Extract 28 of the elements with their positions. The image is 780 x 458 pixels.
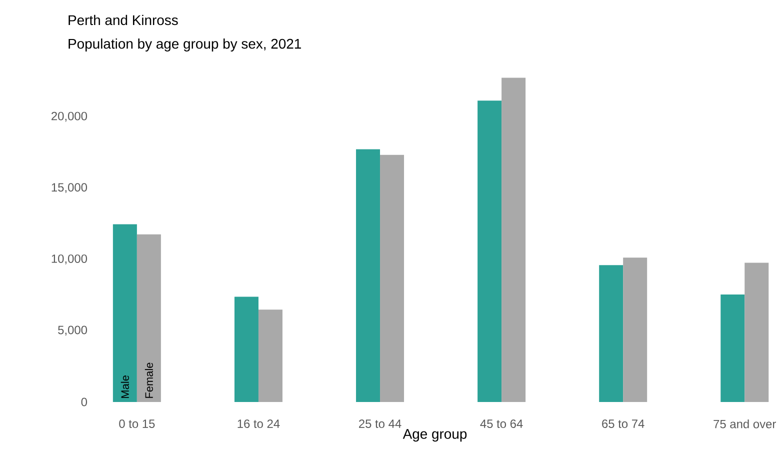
bar [258, 310, 282, 402]
x-tick-label: 16 to 24 [238, 420, 280, 428]
bar [112, 224, 137, 402]
x-tick-label: 0 to 15 [119, 420, 155, 428]
x-tick-label: 25 to 44 [359, 420, 402, 428]
bar [502, 78, 526, 402]
bar [599, 265, 624, 402]
x-tick-label: 45 to 64 [480, 420, 523, 428]
bar [380, 154, 404, 402]
bar [478, 100, 502, 402]
x-tick-label: 65 to 74 [602, 420, 644, 428]
bar [234, 296, 258, 402]
chart-subtitle: Population by age group by sex, 2021 [68, 38, 301, 52]
y-tick-label: 0 [81, 398, 88, 406]
series-label: Female [144, 362, 153, 398]
y-tick-label: 5,000 [58, 326, 88, 336]
chart-title: Perth and Kinross [68, 14, 178, 26]
x-axis-title: Age group [402, 429, 467, 442]
series-label: Male [120, 376, 129, 398]
bar [356, 149, 380, 402]
bar [623, 258, 648, 402]
bar [720, 294, 745, 402]
bar [744, 262, 769, 402]
x-tick-label: 75 and over [714, 420, 776, 428]
bar [136, 234, 161, 402]
y-tick-label: 10,000 [52, 254, 88, 264]
y-tick-label: 20,000 [52, 112, 88, 122]
y-tick-label: 15,000 [52, 183, 88, 194]
